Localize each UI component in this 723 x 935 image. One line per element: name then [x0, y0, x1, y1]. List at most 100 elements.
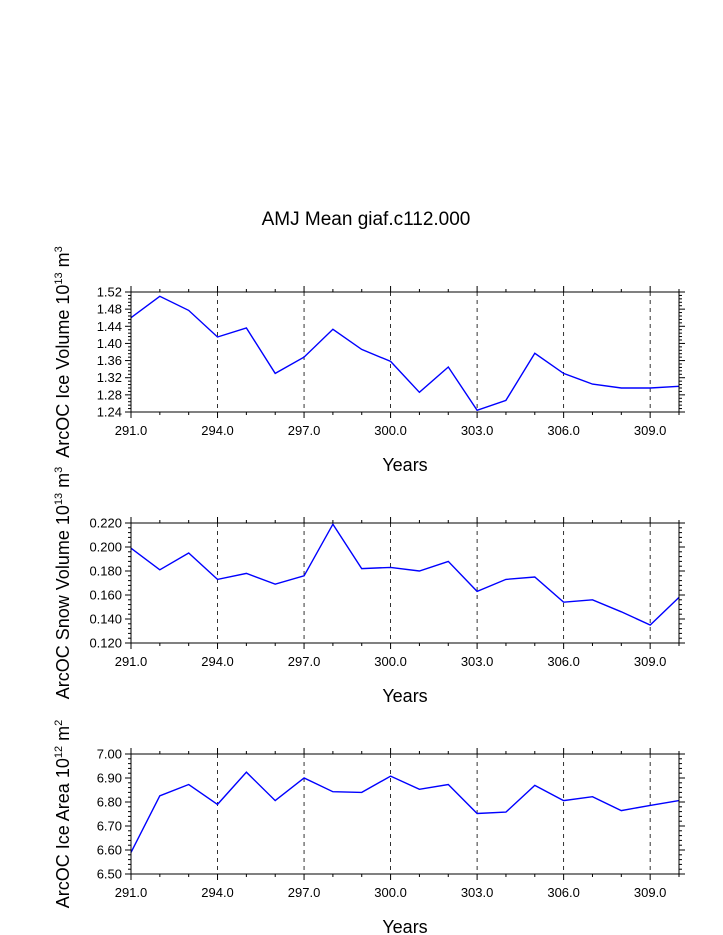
panel-3: 291.0 294.0 297.0 300.0 303.0 306.0 309.0 6.50 6…: [53, 720, 685, 935]
data-point: [418, 391, 420, 393]
data-point: [332, 328, 334, 330]
data-point: [303, 777, 305, 779]
data-point: [217, 336, 219, 338]
data-point: [447, 366, 449, 368]
y-tick-label: 1.32: [97, 370, 122, 385]
data-point: [188, 783, 190, 785]
data-point: [418, 570, 420, 572]
y-tick-label: 1.40: [97, 336, 122, 351]
x-axis-label: Years: [382, 917, 427, 935]
data-point: [534, 352, 536, 354]
data-point: [274, 800, 276, 802]
y-tick-label: 0.120: [89, 636, 122, 651]
y-axis-label: ArcOC Ice Area 1012 m2: [53, 720, 73, 908]
data-point: [332, 791, 334, 793]
y-tick-label: 7.00: [97, 747, 122, 762]
x-tick-label: 294.0: [201, 423, 234, 438]
data-point: [245, 771, 247, 773]
panel-1: 291.0 294.0 297.0 300.0 303.0 306.0 309.0 1.24 1…: [53, 246, 685, 475]
x-tick-label: 309.0: [634, 885, 667, 900]
data-point: [505, 811, 507, 813]
x-tick-label: 300.0: [374, 423, 407, 438]
data-point: [649, 804, 651, 806]
data-point: [274, 583, 276, 585]
y-tick-label: 0.160: [89, 588, 122, 603]
plot-frame: [130, 753, 680, 875]
data-point: [620, 387, 622, 389]
y-tick-label: 1.52: [97, 285, 122, 300]
x-tick-label: 300.0: [374, 654, 407, 669]
data-point: [361, 791, 363, 793]
y-tick-label: 0.140: [89, 612, 122, 627]
x-tick-label: 294.0: [201, 885, 234, 900]
y-tick-label: 6.50: [97, 867, 122, 882]
data-point: [649, 387, 651, 389]
x-tick-label: 294.0: [201, 654, 234, 669]
y-tick-label: 1.48: [97, 302, 122, 317]
x-tick-label: 306.0: [547, 423, 580, 438]
series-line: [130, 771, 680, 853]
y-tick-label: 1.36: [97, 353, 122, 368]
x-axis-label: Years: [382, 455, 427, 475]
x-tick-label: 297.0: [288, 654, 321, 669]
y-axis-label: ArcOC Ice Volume 1013 m3: [53, 246, 73, 457]
y-tick-label: 1.28: [97, 387, 122, 402]
data-point: [505, 578, 507, 580]
data-point: [303, 356, 305, 358]
data-point: [620, 611, 622, 613]
x-tick-label: 303.0: [461, 654, 494, 669]
x-tick-label: 297.0: [288, 885, 321, 900]
data-point: [274, 372, 276, 374]
x-tick-label: 291.0: [115, 654, 148, 669]
data-point: [563, 372, 565, 374]
data-point: [534, 576, 536, 578]
y-tick-label: 1.24: [97, 405, 122, 420]
data-point: [245, 572, 247, 574]
data-point: [649, 624, 651, 626]
panel-2: 291.0 294.0 297.0 300.0 303.0 306.0 309.0 0.120…: [53, 467, 685, 706]
chart-title: AMJ Mean giaf.c112.000: [262, 209, 471, 230]
plot-frame: [130, 291, 680, 413]
data-point: [361, 348, 363, 350]
x-tick-label: 303.0: [461, 885, 494, 900]
data-point: [188, 552, 190, 554]
data-point: [303, 575, 305, 577]
y-tick-label: 6.70: [97, 819, 122, 834]
data-point: [390, 566, 392, 568]
x-tick-label: 309.0: [634, 423, 667, 438]
x-axis-label: Years: [382, 686, 427, 706]
y-tick-label: 0.220: [89, 516, 122, 531]
y-axis-label: ArcOC Snow Volume 1013 m3: [53, 467, 73, 699]
plot-frame: [130, 522, 680, 644]
data-point: [418, 788, 420, 790]
data-point: [476, 409, 478, 411]
data-point: [390, 360, 392, 362]
data-point: [476, 590, 478, 592]
data-point: [534, 784, 536, 786]
data-point: [188, 309, 190, 311]
x-tick-label: 297.0: [288, 423, 321, 438]
y-tick-label: 0.200: [89, 540, 122, 555]
data-point: [447, 783, 449, 785]
data-point: [159, 795, 161, 797]
y-tick-label: 1.44: [97, 319, 122, 334]
data-point: [447, 560, 449, 562]
data-point: [591, 383, 593, 385]
data-point: [563, 601, 565, 603]
data-point: [476, 813, 478, 815]
data-point: [620, 810, 622, 812]
x-tick-label: 306.0: [547, 654, 580, 669]
data-point: [390, 775, 392, 777]
data-point: [245, 327, 247, 329]
y-tick-label: 6.90: [97, 771, 122, 786]
data-point: [591, 796, 593, 798]
data-point: [563, 800, 565, 802]
y-tick-label: 6.60: [97, 843, 122, 858]
x-tick-label: 291.0: [115, 885, 148, 900]
series-line: [130, 295, 680, 412]
x-tick-label: 309.0: [634, 654, 667, 669]
data-point: [361, 568, 363, 570]
series-line: [130, 522, 680, 626]
data-point: [217, 803, 219, 805]
